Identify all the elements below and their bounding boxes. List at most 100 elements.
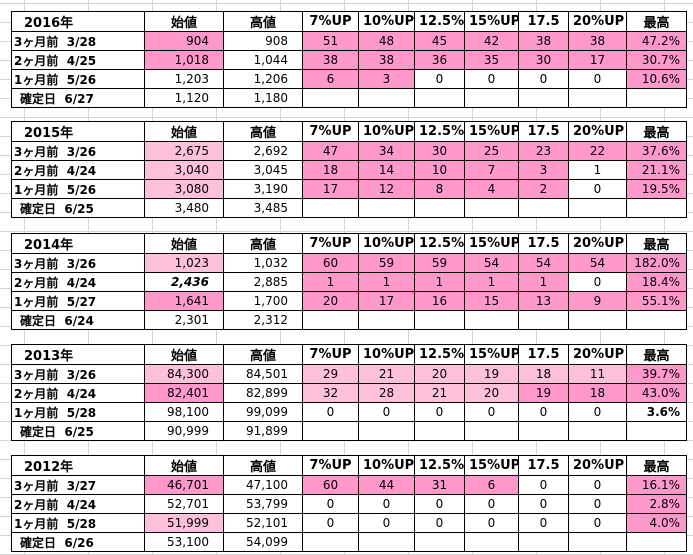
cell-high[interactable]: 53,799 — [223, 494, 303, 514]
cell-high[interactable]: 2,885 — [223, 272, 303, 292]
cell-7up[interactable]: 32 — [302, 383, 359, 403]
row-label[interactable]: 1ヶ月前 5/26 — [11, 179, 145, 199]
cell-20up[interactable]: 38 — [568, 31, 627, 51]
cell-start[interactable]: 52,701 — [144, 494, 224, 514]
empty-cell[interactable] — [358, 88, 415, 108]
cell-20up[interactable]: 0 — [568, 513, 627, 533]
cell-10up[interactable]: 3 — [358, 69, 415, 89]
cell-15up[interactable]: 19 — [464, 364, 519, 384]
cell-10up[interactable]: 0 — [358, 494, 415, 514]
cell-start[interactable]: 3,480 — [144, 198, 224, 218]
cell-12-5[interactable]: 0 — [414, 69, 465, 89]
cell-max[interactable]: 55.1% — [626, 291, 687, 311]
empty-cell[interactable] — [358, 310, 415, 330]
empty-cell[interactable] — [568, 198, 627, 218]
row-label[interactable]: 3ヶ月前 3/26 — [11, 141, 145, 161]
cell-12-5[interactable]: 36 — [414, 50, 465, 70]
cell-7up[interactable]: 0 — [302, 513, 359, 533]
cell-high[interactable]: 1,032 — [223, 253, 303, 273]
row-label[interactable]: 2ヶ月前 4/24 — [11, 383, 145, 403]
cell-7up[interactable]: 1 — [302, 272, 359, 292]
cell-high[interactable]: 2,692 — [223, 141, 303, 161]
row-label[interactable]: 1ヶ月前 5/28 — [11, 402, 145, 422]
cell-10up[interactable]: 34 — [358, 141, 415, 161]
empty-cell[interactable] — [464, 88, 519, 108]
empty-cell[interactable] — [518, 532, 569, 552]
cell-10up[interactable]: 59 — [358, 253, 415, 273]
cell-start[interactable]: 51,999 — [144, 513, 224, 533]
empty-cell[interactable] — [568, 421, 627, 441]
cell-start[interactable]: 1,023 — [144, 253, 224, 273]
cell-12-5[interactable]: 31 — [414, 475, 465, 495]
cell-15up[interactable]: 0 — [464, 69, 519, 89]
cell-20up[interactable]: 0 — [568, 402, 627, 422]
cell-max[interactable]: 4.0% — [626, 513, 687, 533]
cell-start[interactable]: 84,300 — [144, 364, 224, 384]
empty-cell[interactable] — [518, 198, 569, 218]
row-label[interactable]: 3ヶ月前 3/26 — [11, 364, 145, 384]
cell-max[interactable]: 39.7% — [626, 364, 687, 384]
cell-20up[interactable]: 0 — [568, 69, 627, 89]
cell-start[interactable]: 3,080 — [144, 179, 224, 199]
cell-20up[interactable]: 11 — [568, 364, 627, 384]
cell-high[interactable]: 908 — [223, 31, 303, 51]
cell-15up[interactable]: 7 — [464, 160, 519, 180]
cell-start[interactable]: 2,301 — [144, 310, 224, 330]
cell-7up[interactable]: 51 — [302, 31, 359, 51]
cell-10up[interactable]: 14 — [358, 160, 415, 180]
empty-cell[interactable] — [358, 198, 415, 218]
cell-7up[interactable]: 47 — [302, 141, 359, 161]
cell-10up[interactable]: 28 — [358, 383, 415, 403]
cell-start[interactable]: 2,675 — [144, 141, 224, 161]
cell-12-5[interactable]: 8 — [414, 179, 465, 199]
cell-17-5[interactable]: 0 — [518, 494, 569, 514]
cell-12-5[interactable]: 45 — [414, 31, 465, 51]
empty-cell[interactable] — [358, 532, 415, 552]
cell-17-5[interactable]: 0 — [518, 513, 569, 533]
cell-10up[interactable]: 44 — [358, 475, 415, 495]
cell-15up[interactable]: 6 — [464, 475, 519, 495]
cell-17-5[interactable]: 38 — [518, 31, 569, 51]
cell-17-5[interactable]: 0 — [518, 69, 569, 89]
confirm-label[interactable]: 確定日 6/25 — [11, 198, 145, 218]
cell-start[interactable]: 3,040 — [144, 160, 224, 180]
cell-7up[interactable]: 0 — [302, 402, 359, 422]
cell-12-5[interactable]: 0 — [414, 494, 465, 514]
confirm-label[interactable]: 確定日 6/25 — [11, 421, 145, 441]
cell-max[interactable]: 43.0% — [626, 383, 687, 403]
cell-17-5[interactable]: 13 — [518, 291, 569, 311]
cell-high[interactable]: 2,312 — [223, 310, 303, 330]
cell-15up[interactable]: 42 — [464, 31, 519, 51]
cell-17-5[interactable]: 0 — [518, 402, 569, 422]
cell-20up[interactable]: 0 — [568, 179, 627, 199]
row-label[interactable]: 1ヶ月前 5/26 — [11, 69, 145, 89]
cell-7up[interactable]: 60 — [302, 475, 359, 495]
cell-high[interactable]: 1,206 — [223, 69, 303, 89]
empty-cell[interactable] — [464, 421, 519, 441]
cell-17-5[interactable]: 18 — [518, 364, 569, 384]
cell-7up[interactable]: 0 — [302, 494, 359, 514]
cell-high[interactable]: 47,100 — [223, 475, 303, 495]
row-label[interactable]: 2ヶ月前 4/24 — [11, 272, 145, 292]
empty-cell[interactable] — [464, 310, 519, 330]
cell-12-5[interactable]: 30 — [414, 141, 465, 161]
empty-cell[interactable] — [518, 421, 569, 441]
empty-cell[interactable] — [414, 198, 465, 218]
cell-17-5[interactable]: 23 — [518, 141, 569, 161]
cell-max[interactable]: 16.1% — [626, 475, 687, 495]
row-label[interactable]: 1ヶ月前 5/27 — [11, 291, 145, 311]
cell-start[interactable]: 1,641 — [144, 291, 224, 311]
cell-10up[interactable]: 0 — [358, 402, 415, 422]
cell-15up[interactable]: 15 — [464, 291, 519, 311]
cell-start[interactable]: 90,999 — [144, 421, 224, 441]
cell-high[interactable]: 52,101 — [223, 513, 303, 533]
row-label[interactable]: 3ヶ月前 3/27 — [11, 475, 145, 495]
cell-max[interactable]: 3.6% — [626, 402, 687, 422]
empty-cell[interactable] — [626, 198, 687, 218]
cell-high[interactable]: 84,501 — [223, 364, 303, 384]
cell-7up[interactable]: 17 — [302, 179, 359, 199]
cell-high[interactable]: 99,099 — [223, 402, 303, 422]
empty-cell[interactable] — [358, 421, 415, 441]
cell-max[interactable]: 19.5% — [626, 179, 687, 199]
cell-12-5[interactable]: 0 — [414, 402, 465, 422]
